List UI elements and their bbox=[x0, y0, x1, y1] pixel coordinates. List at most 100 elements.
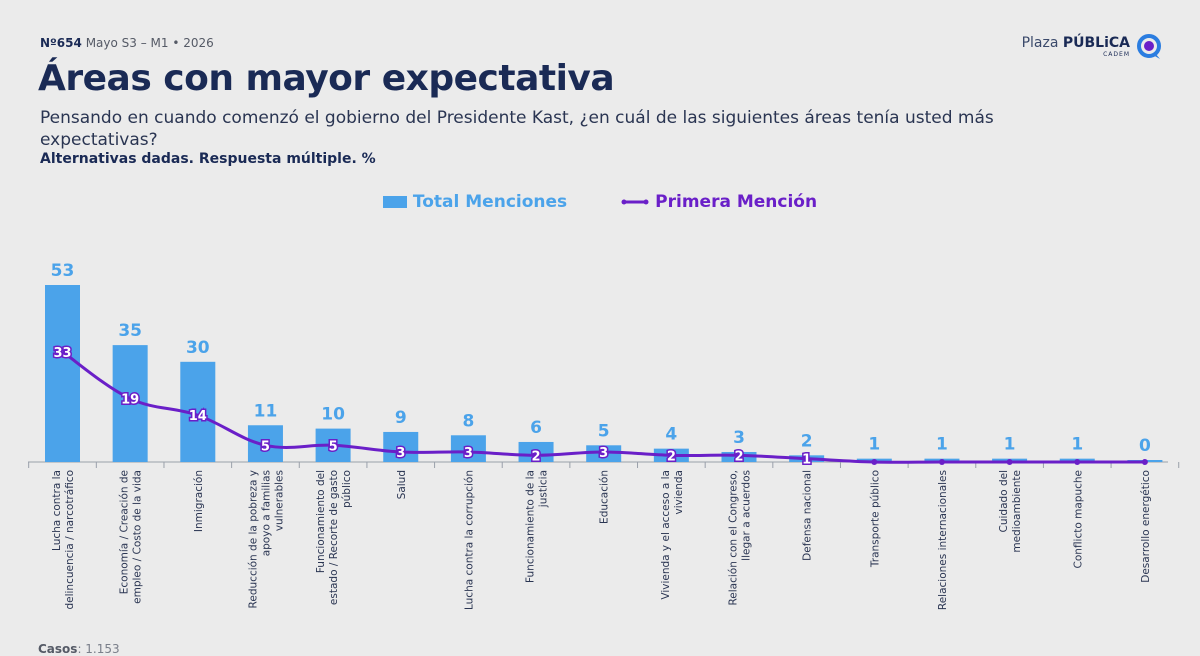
bar-value-label-4: 10 bbox=[321, 405, 345, 425]
category-label-1: Economía / Creación deempleo / Costo de … bbox=[119, 470, 144, 604]
cases-value: : 1.153 bbox=[77, 642, 120, 656]
bar-total-10 bbox=[721, 451, 757, 462]
chart-legend: Total Menciones Primera Mención bbox=[0, 192, 1200, 212]
line-value-label-6: 3 bbox=[464, 446, 473, 461]
category-label-line: Vivienda y el acceso a la bbox=[660, 470, 672, 600]
brand-name-bold: PÚBLiCA bbox=[1062, 35, 1130, 51]
line-point-15 bbox=[1074, 459, 1081, 465]
bar-value-label-3: 11 bbox=[254, 401, 278, 421]
brand-logo: Plaza PÚBLiCA CADEM bbox=[1022, 34, 1162, 60]
bar-value-label-9: 4 bbox=[665, 425, 677, 445]
category-label-line: Educación bbox=[599, 470, 611, 524]
category-label-0: Lucha contra ladelincuencia / narcotráfi… bbox=[51, 470, 76, 610]
legend-item-line: Primera Mención bbox=[621, 192, 817, 212]
bar-value-label-2: 30 bbox=[186, 338, 210, 358]
bar-value-label-13: 1 bbox=[936, 435, 948, 455]
line-primera-mencion bbox=[61, 350, 1145, 464]
bar-value-label-7: 6 bbox=[530, 418, 542, 438]
bar-value-label-8: 5 bbox=[598, 421, 610, 441]
legend-line-label: Primera Mención bbox=[655, 192, 818, 212]
category-label-line: Relaciones internacionales bbox=[937, 470, 949, 610]
bar-value-label-12: 1 bbox=[868, 435, 880, 455]
category-label-line: vulnerables bbox=[273, 470, 285, 531]
brand-text: Plaza PÚBLiCA CADEM bbox=[1022, 36, 1130, 58]
page-title: Áreas con mayor expectativa bbox=[38, 58, 615, 99]
cases-label: Casos bbox=[38, 642, 78, 656]
line-value-label-11: 1 bbox=[802, 453, 811, 468]
line-value-label-0: 33 bbox=[53, 346, 71, 361]
line-value-label-1: 19 bbox=[121, 393, 139, 408]
category-label-line: delincuencia / narcotráfico bbox=[64, 470, 76, 610]
brand-name-light: Plaza bbox=[1021, 35, 1063, 51]
survey-question: Pensando en cuando comenzó el gobierno d… bbox=[40, 108, 994, 150]
line-value-label-4: 5 bbox=[329, 439, 338, 454]
category-label-5: Salud bbox=[396, 470, 408, 499]
legend-line-swatch bbox=[621, 199, 649, 205]
category-label-line: Cuidado del bbox=[998, 470, 1010, 532]
bar-total-3 bbox=[247, 425, 283, 462]
category-label-line: empleo / Costo de la vida bbox=[132, 470, 144, 604]
bar-value-label-14: 1 bbox=[1004, 435, 1016, 455]
brand-sub: CADEM bbox=[1103, 51, 1130, 58]
bar-total-0 bbox=[45, 285, 80, 462]
category-label-line: Funcionamiento del bbox=[315, 470, 327, 573]
category-label-line: Relación con el Congreso, bbox=[728, 470, 740, 606]
category-label-line: Lucha contra la corrupción bbox=[463, 470, 475, 610]
bar-value-label-16: 0 bbox=[1139, 436, 1151, 456]
legend-item-bar: Total Menciones bbox=[382, 192, 567, 212]
line-point-12 bbox=[871, 459, 878, 465]
line-point-16 bbox=[1141, 459, 1148, 465]
cadem-logo-icon bbox=[1137, 34, 1161, 59]
category-label-line: estado / Recorte de gasto bbox=[328, 470, 340, 605]
line-point-14 bbox=[1006, 459, 1013, 465]
line-value-label-10: 2 bbox=[734, 449, 743, 464]
bar-total-7 bbox=[518, 441, 554, 462]
category-label-line: Funcionamiento de la bbox=[525, 470, 537, 583]
category-label-line: Transporte público bbox=[869, 470, 881, 568]
line-value-label-3: 5 bbox=[261, 439, 270, 454]
category-label-11: Defensa nacional bbox=[802, 470, 814, 561]
category-label-line: Lucha contra la bbox=[51, 470, 63, 551]
line-value-label-8: 3 bbox=[599, 446, 608, 461]
category-label-14: Cuidado delmedioambiente bbox=[998, 470, 1023, 553]
category-label-9: Vivienda y el acceso a lavivienda bbox=[660, 470, 685, 600]
legend-bar-swatch bbox=[382, 196, 407, 208]
category-label-line: Desarrollo energético bbox=[1140, 470, 1152, 583]
category-label-8: Educación bbox=[599, 470, 611, 524]
category-label-16: Desarrollo energético bbox=[1140, 470, 1152, 583]
category-label-13: Relaciones internacionales bbox=[937, 470, 949, 610]
category-label-2: Inmigración bbox=[193, 470, 205, 532]
category-label-line: medioambiente bbox=[1011, 470, 1023, 553]
cases-footer: Casos: 1.153 bbox=[38, 642, 120, 656]
category-label-6: Lucha contra la corrupción bbox=[463, 470, 475, 610]
brand-name: Plaza PÚBLiCA bbox=[1022, 36, 1130, 50]
category-label-3: Reducción de la pobreza yapoyo a familia… bbox=[247, 470, 285, 608]
issue-meta: Nº654 Mayo S3 – M1 • 2026 bbox=[40, 36, 214, 50]
bar-value-label-10: 3 bbox=[733, 428, 745, 448]
category-label-line: Conflicto mapuche bbox=[1072, 470, 1084, 568]
category-label-line: apoyo a familias bbox=[260, 470, 272, 556]
bar-total-6 bbox=[450, 435, 486, 462]
category-label-line: Reducción de la pobreza y bbox=[247, 470, 259, 608]
line-value-label-7: 2 bbox=[532, 449, 541, 464]
category-label-line: Defensa nacional bbox=[802, 470, 814, 561]
bar-total-8 bbox=[586, 445, 622, 462]
category-label-line: llegar a acuerdos bbox=[741, 470, 753, 561]
line-value-label-2: 14 bbox=[189, 409, 207, 424]
question-note: Alternativas dadas. Respuesta múltiple. … bbox=[40, 151, 376, 167]
category-label-10: Relación con el Congreso,llegar a acuerd… bbox=[728, 470, 753, 606]
bar-value-label-6: 8 bbox=[462, 411, 474, 431]
category-label-line: público bbox=[341, 470, 353, 508]
line-value-label-5: 3 bbox=[396, 446, 405, 461]
category-label-4: Funcionamiento delestado / Recorte de ga… bbox=[315, 470, 353, 605]
bar-value-label-11: 2 bbox=[801, 431, 813, 451]
category-label-line: Salud bbox=[396, 470, 408, 499]
bar-value-label-0: 53 bbox=[51, 261, 75, 281]
bar-value-label-5: 9 bbox=[395, 408, 407, 428]
category-label-line: Economía / Creación de bbox=[119, 470, 131, 594]
issue-period: Mayo S3 – M1 • 2026 bbox=[85, 36, 214, 50]
issue-number: Nº654 bbox=[40, 36, 82, 50]
bar-total-5 bbox=[383, 431, 419, 462]
bar-value-label-15: 1 bbox=[1071, 435, 1083, 455]
